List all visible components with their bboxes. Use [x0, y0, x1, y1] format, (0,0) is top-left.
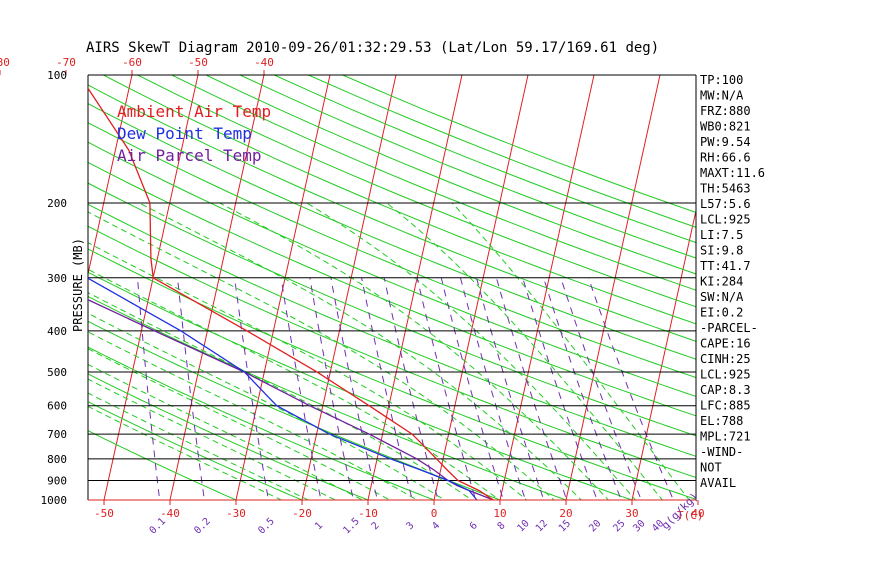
y-axis-label: PRESSURE (MB) — [71, 238, 85, 332]
mixing-ratio-label: 3 — [405, 520, 417, 532]
index-entry: CAP:8.3 — [700, 383, 751, 397]
legend-entry: Air Parcel Temp — [117, 146, 262, 165]
mixing-ratio-line — [477, 278, 547, 509]
pressure-tick-label: 200 — [47, 197, 67, 210]
bottom-axis-tick-label: 0 — [431, 507, 438, 520]
isotherm-line — [0, 66, 2, 509]
isotherm-line — [762, 66, 860, 509]
top-axis-tick-label: -70 — [56, 56, 76, 69]
index-entry: MW:N/A — [700, 89, 744, 103]
pressure-tick-label: 400 — [47, 325, 67, 338]
mixing-ratio-label: 2 — [370, 520, 382, 532]
index-entry: MAXT:11.6 — [700, 166, 765, 180]
mixing-ratio-line — [523, 278, 601, 509]
index-entry: LCL:925 — [700, 213, 751, 227]
dry-adiabat-line — [0, 75, 658, 509]
index-entry: -WIND- — [700, 445, 743, 459]
top-temp-axis: -120-110-100-90-80-70-60-50-40 — [0, 56, 696, 75]
mixing-ratio-label: 8 — [496, 520, 508, 532]
mixing-ratio-label: 15 — [557, 518, 573, 534]
index-entry: MPL:721 — [700, 430, 751, 444]
index-entry: TH:5463 — [700, 182, 751, 196]
mixing-ratio-label: 0.5 — [256, 516, 277, 537]
index-entry: LCL:925 — [700, 368, 751, 382]
chart-title: AIRS SkewT Diagram 2010-09-26/01:32:29.5… — [86, 40, 659, 56]
mixing-ratio-label: 4 — [430, 520, 442, 532]
index-entry: LFC:885 — [700, 399, 751, 413]
pressure-tick-label: 1000 — [41, 494, 68, 507]
moist-adiabat-line — [0, 203, 458, 509]
pressure-tick-label: 100 — [47, 69, 67, 82]
index-entry: AVAIL — [700, 476, 736, 490]
pressure-tick-label: 900 — [47, 475, 67, 488]
moist-adiabat-line — [139, 203, 590, 509]
dry-adiabat-line — [274, 75, 870, 509]
mixing-ratio-line — [178, 278, 206, 509]
index-entry: EI:0.2 — [700, 306, 743, 320]
index-entry: LI:7.5 — [700, 228, 743, 242]
moist-adiabat-line — [0, 203, 300, 509]
top-axis-tick-label: -80 — [0, 56, 10, 69]
index-entry: PW:9.54 — [700, 135, 751, 149]
pressure-tick-label: 500 — [47, 366, 67, 379]
isotherm-line — [432, 66, 530, 509]
mixing-ratio-label: 0.2 — [192, 516, 213, 537]
isotherm-line — [564, 66, 662, 509]
dry-adiabat-line — [240, 75, 870, 509]
bottom-axis-tick-label: 30 — [625, 507, 638, 520]
pressure-tick-label: 300 — [47, 272, 67, 285]
moist-adiabat-line — [14, 203, 537, 509]
top-axis-tick-label: -50 — [188, 56, 208, 69]
mixing-ratio-label: 20 — [587, 518, 603, 534]
index-entry: NOT — [700, 461, 722, 475]
top-axis-tick-label: -60 — [122, 56, 142, 69]
bottom-axis-tick-label: 20 — [559, 507, 572, 520]
index-entry: CAPE:16 — [700, 337, 751, 351]
index-entry: TT:41.7 — [700, 259, 751, 273]
bottom-axis-tick-label: 10 — [493, 507, 506, 520]
bottom-axis-tick-label: -30 — [226, 507, 246, 520]
index-entry: SW:N/A — [700, 290, 744, 304]
mixing-ratio-label: 6 — [468, 520, 480, 532]
bottom-axis-tick-label: -20 — [292, 507, 312, 520]
dry-adiabat-line — [309, 75, 870, 509]
mixing-ratio-label: 1 — [313, 520, 325, 532]
bottom-axis-tick-label: -50 — [94, 507, 114, 520]
isotherm-line — [0, 66, 68, 509]
mixing-ratio-label: 10 — [516, 518, 532, 534]
top-axis-tick-label: -40 — [254, 56, 274, 69]
index-entry: EL:788 — [700, 414, 743, 428]
pressure-axis: 100 200 300 400 500 600 700 800 900 1000 — [41, 69, 68, 507]
index-entry: CINH:25 — [700, 352, 751, 366]
index-entry: L57:5.6 — [700, 197, 751, 211]
index-entry: -PARCEL- — [700, 321, 758, 335]
mixing-ratio-line — [417, 278, 478, 509]
index-entry: FRZ:880 — [700, 104, 751, 118]
legend-entry: Dew Point Temp — [117, 124, 252, 143]
bottom-axis-tick-label: -10 — [358, 507, 378, 520]
legend-entry: Ambient Air Temp — [117, 102, 271, 121]
mixing-ratio-label: 30 — [631, 518, 647, 534]
pressure-tick-label: 600 — [47, 400, 67, 413]
mixing-ratio-line — [331, 278, 380, 509]
index-entry: RH:66.6 — [700, 151, 751, 165]
pressure-tick-label: 700 — [47, 428, 67, 441]
index-entry: WB0:821 — [700, 120, 751, 134]
mixing-ratio-label: 12 — [534, 518, 550, 534]
bottom-axis-tick-label: -40 — [160, 507, 180, 520]
index-entry: SI:9.8 — [700, 244, 743, 258]
index-entry: TP:100 — [700, 73, 743, 87]
pressure-tick-label: 800 — [47, 453, 67, 466]
isotherm-line — [828, 66, 870, 509]
mixing-ratio-label: 25 — [611, 518, 627, 534]
index-entry: KI:284 — [700, 275, 743, 289]
legend: Ambient Air Temp Dew Point Temp Air Parcel… — [117, 102, 271, 165]
